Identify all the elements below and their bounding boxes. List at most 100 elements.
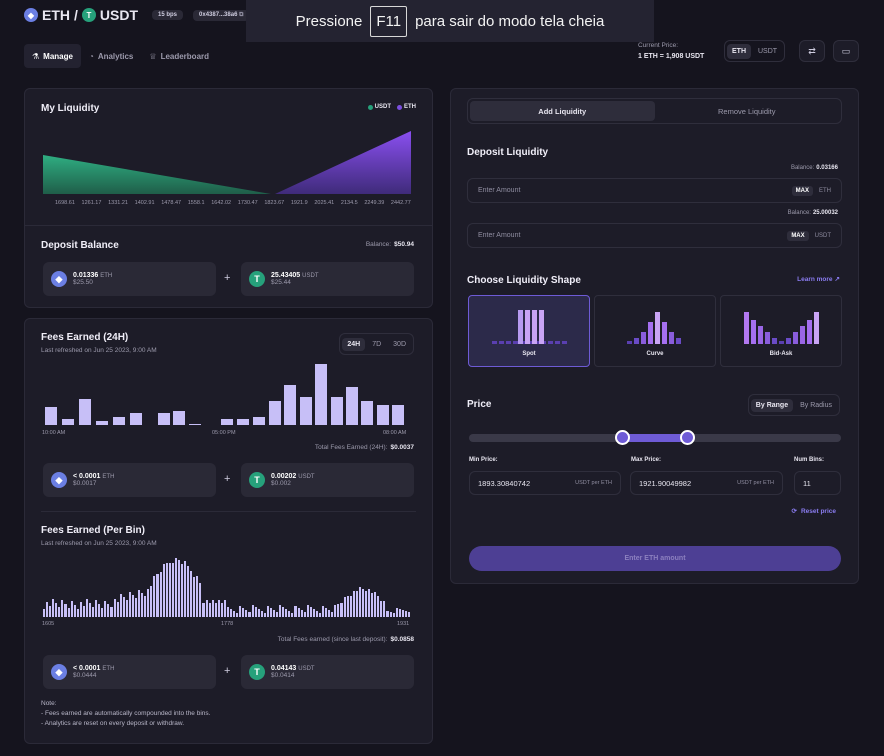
liq-tick: 2249.39 bbox=[364, 200, 385, 206]
bin-fee-bar bbox=[214, 603, 217, 617]
fees24-range-toggle: 24H 7D 30D bbox=[339, 333, 414, 355]
min-price-field[interactable]: 1893.30840742 USDT per ETH bbox=[469, 471, 621, 495]
bin-fee-bar bbox=[334, 605, 337, 617]
address-badge[interactable]: 0x4387...38a6 ⧉ bbox=[193, 9, 250, 21]
learn-more-link[interactable]: Learn more ↗ bbox=[797, 275, 840, 284]
usdt-balance-value: 25.00032 bbox=[812, 210, 838, 216]
usdt-max-button[interactable]: MAX bbox=[787, 230, 809, 241]
slider-handle-max[interactable] bbox=[680, 430, 695, 445]
toggle-eth[interactable]: ETH bbox=[727, 43, 751, 59]
range-30d[interactable]: 30D bbox=[393, 340, 406, 348]
shape-bar bbox=[669, 332, 674, 344]
toggle-usdt[interactable]: USDT bbox=[758, 47, 778, 55]
liq-tick: 1402.91 bbox=[134, 200, 155, 206]
liq-tick: 1823.67 bbox=[264, 200, 285, 206]
bin-fee-bar bbox=[135, 598, 138, 617]
my-liquidity-panel: My Liquidity USDT ETH 1698.61 1261.17 13… bbox=[24, 88, 433, 308]
shape-bar bbox=[627, 341, 632, 344]
deposit-eth-box: ◆ 0.01336 ETH $25.50 bbox=[43, 262, 216, 296]
wallet-icon[interactable]: ▭ bbox=[833, 40, 859, 62]
eth-amount-field[interactable]: Enter Amount MAX ETH bbox=[467, 178, 842, 203]
bin-fee-bar bbox=[239, 606, 242, 617]
eth-max-button[interactable]: MAX bbox=[791, 185, 813, 196]
bin-fee-bar bbox=[76, 609, 79, 617]
deposit-eth-value: 0.01336 bbox=[73, 272, 99, 279]
fees-bin-usdt-usd: $0.0414 bbox=[271, 672, 295, 679]
mode-by-range[interactable]: By Range bbox=[750, 398, 794, 412]
num-bins-field[interactable]: 11 bbox=[794, 471, 841, 495]
bin-fee-bar bbox=[269, 608, 272, 617]
fees-bin-usdt-unit: USDT bbox=[298, 666, 315, 672]
pair-header: ◆ ETH / T USDT 15 bps 0x4387...38a6 ⧉ bbox=[24, 7, 250, 23]
fees-bin-eth-value: < 0.0001 bbox=[73, 665, 101, 672]
divider bbox=[41, 511, 416, 512]
fees-bin-eth-usd: $0.0444 bbox=[73, 672, 97, 679]
fees24-eth-unit: ETH bbox=[102, 474, 115, 480]
fees-bin-x-tick-3: 1931 bbox=[397, 621, 410, 627]
shape-spot-label: Spot bbox=[522, 351, 536, 357]
my-liquidity-title: My Liquidity bbox=[41, 103, 100, 114]
fees24-x-tick-1: 10:00 AM bbox=[42, 430, 66, 436]
range-24h[interactable]: 24H bbox=[342, 337, 366, 351]
max-price-field[interactable]: 1921.90049982 USDT per ETH bbox=[630, 471, 783, 495]
swap-icon[interactable]: ⇄ bbox=[799, 40, 825, 62]
tab-analytics[interactable]: ◔ Analytics bbox=[81, 44, 141, 68]
bin-fee-bar bbox=[181, 564, 184, 617]
fee-bar bbox=[79, 399, 91, 425]
bin-fee-bar bbox=[79, 602, 82, 617]
price-range-slider[interactable] bbox=[469, 430, 841, 445]
denomination-toggle: ETH USDT bbox=[724, 40, 786, 62]
slider-selected-range bbox=[622, 434, 687, 442]
eth-balance-value: 0.03166 bbox=[816, 165, 838, 171]
shape-bar bbox=[793, 332, 798, 344]
fullscreen-banner: Pressione F11 para sair do modo tela che… bbox=[246, 0, 654, 42]
eth-area bbox=[275, 131, 411, 194]
fees-bin-total-value: $0.0858 bbox=[390, 636, 415, 643]
deposit-usdt-info: 25.43405 USDT $25.44 bbox=[271, 272, 319, 286]
fullscreen-prefix: Pressione bbox=[295, 12, 363, 30]
shape-bar bbox=[779, 341, 784, 344]
bin-fee-bar bbox=[404, 611, 407, 617]
tab-leaderboard[interactable]: ♕ Leaderboard bbox=[141, 44, 217, 68]
fees24-total-value: $0.0037 bbox=[390, 444, 415, 451]
shape-bar bbox=[555, 341, 560, 344]
bin-fee-bar bbox=[82, 606, 85, 617]
bin-fee-bar bbox=[319, 613, 322, 617]
usdt-amount-field[interactable]: Enter Amount MAX USDT bbox=[467, 223, 842, 248]
bin-fee-bar bbox=[211, 600, 214, 617]
reset-price-button[interactable]: ⟳ Reset price bbox=[791, 507, 837, 516]
legend-dot-usdt bbox=[367, 104, 373, 110]
bin-fee-bar bbox=[177, 560, 180, 617]
mode-by-radius[interactable]: By Radius bbox=[800, 401, 832, 409]
range-7d[interactable]: 7D bbox=[372, 340, 382, 348]
shape-bar bbox=[800, 326, 805, 344]
fee-bar bbox=[221, 419, 233, 425]
tab-manage[interactable]: ⚗ Manage bbox=[24, 44, 81, 68]
eth-amount-placeholder: Enter Amount bbox=[478, 187, 521, 194]
bin-fee-bar bbox=[92, 607, 95, 617]
fee-bar bbox=[346, 387, 358, 425]
bin-fee-bar bbox=[374, 592, 377, 617]
submit-button[interactable]: Enter ETH amount bbox=[469, 546, 841, 571]
bin-fee-bar bbox=[300, 610, 303, 617]
bin-fee-bar bbox=[248, 612, 251, 617]
reset-price-label: Reset price bbox=[800, 507, 836, 515]
bin-fee-bar bbox=[368, 589, 371, 617]
shape-spot[interactable]: Spot bbox=[468, 295, 590, 367]
trophy-icon: ♕ bbox=[149, 51, 157, 61]
deposit-balance-title: Deposit Balance bbox=[41, 240, 119, 251]
fee-bar bbox=[392, 405, 404, 425]
tab-add-liquidity[interactable]: Add Liquidity bbox=[470, 101, 655, 121]
copy-icon[interactable]: ⧉ bbox=[239, 11, 244, 18]
tab-remove-liquidity[interactable]: Remove Liquidity bbox=[717, 106, 776, 116]
shape-bar bbox=[772, 338, 777, 344]
bin-fee-bar bbox=[392, 613, 395, 617]
reset-icon: ⟳ bbox=[791, 508, 797, 515]
current-price: Current Price: 1 ETH = 1,908 USDT bbox=[638, 40, 704, 62]
shape-curve[interactable]: Curve bbox=[594, 295, 716, 367]
slider-handle-min[interactable] bbox=[615, 430, 630, 445]
bin-fee-bar bbox=[217, 600, 220, 617]
bin-fee-bar bbox=[325, 608, 328, 617]
shape-bid-ask[interactable]: Bid-Ask bbox=[720, 295, 842, 367]
bin-fee-bar bbox=[64, 604, 67, 617]
